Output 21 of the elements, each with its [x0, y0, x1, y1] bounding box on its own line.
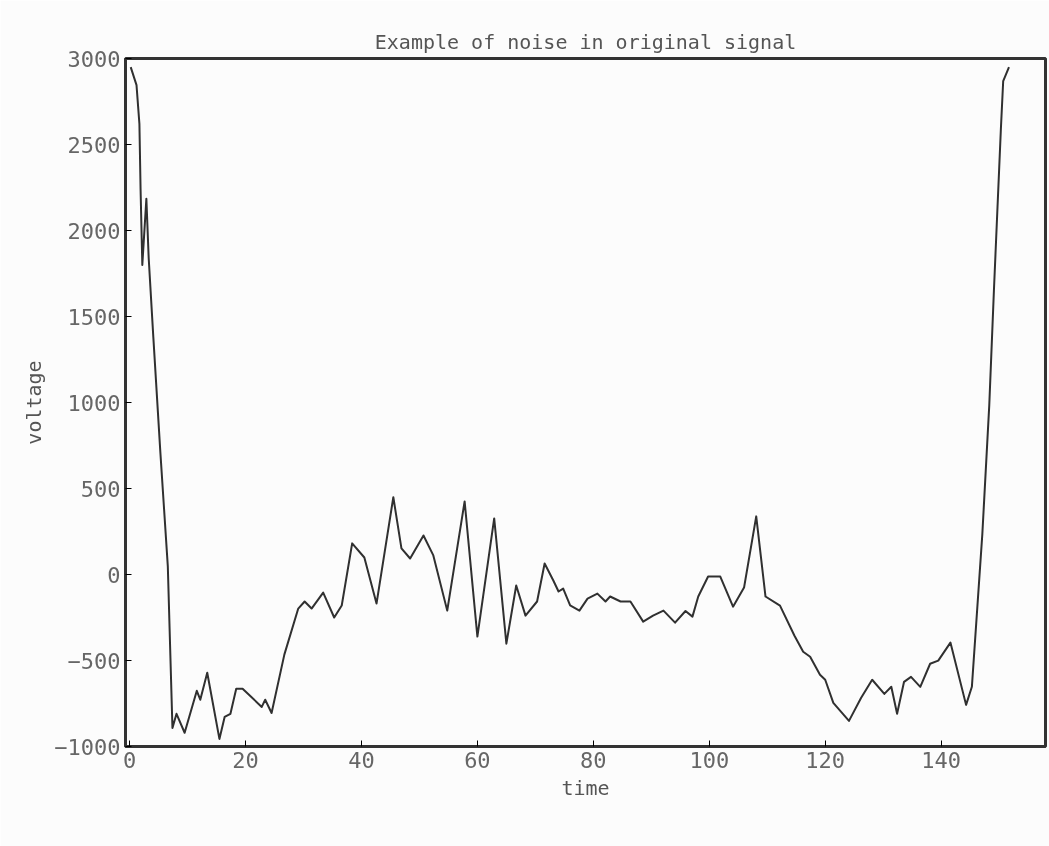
y-tick-label: −500 [67, 648, 121, 674]
x-tick-label: 80 [580, 747, 607, 773]
chart-title: Example of noise in original signal [374, 29, 797, 54]
y-tick-label: 2500 [67, 132, 121, 158]
y-tick-label: 1000 [67, 390, 121, 416]
y-tick-label: 500 [80, 476, 121, 502]
x-tick-label: 60 [464, 747, 491, 773]
x-tick-label: 20 [232, 747, 259, 773]
x-tick-label: 40 [348, 747, 375, 773]
x-tick-label: 140 [921, 747, 962, 773]
line-series [129, 66, 1010, 740]
x-tick-label: 120 [805, 747, 846, 773]
y-tick-label: 3000 [67, 46, 121, 72]
y-tick-label: −1000 [54, 734, 121, 760]
x-tick-label: 100 [689, 747, 730, 773]
y-tick-label: 1500 [67, 304, 121, 330]
y-axis-title: voltage [22, 360, 47, 445]
x-axis-title: time [561, 775, 610, 800]
y-tick-label: 2000 [67, 218, 121, 244]
x-tick-label: 0 [122, 747, 137, 773]
y-tick-label: 0 [107, 562, 121, 588]
